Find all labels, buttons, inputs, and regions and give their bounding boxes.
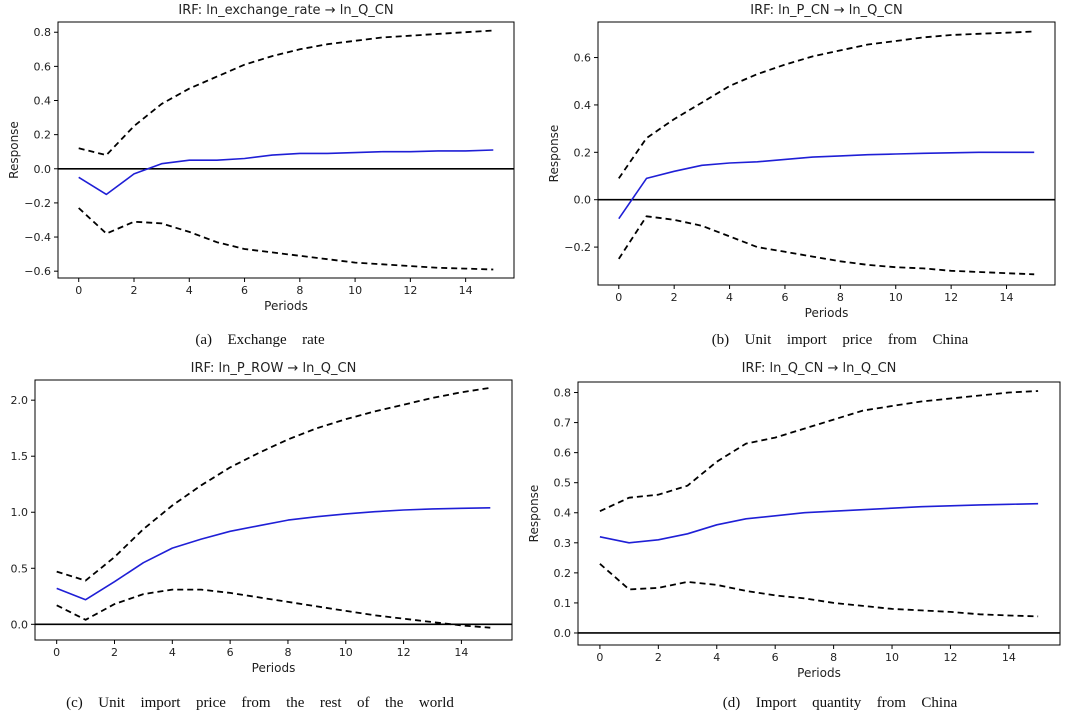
x-tick-label: 0 xyxy=(615,291,622,304)
irf-chart-quantity-china: IRF: ln_Q_CN → ln_Q_CN 0 2 4 6 8 10 12 14 0.0 0.1 0… xyxy=(527,361,1061,680)
y-tick-label: 0.4 xyxy=(554,507,572,520)
y-tick-label: −0.2 xyxy=(24,197,51,210)
x-tick-label: 10 xyxy=(889,291,903,304)
x-tick-label: 6 xyxy=(781,291,788,304)
x-tick-label: 8 xyxy=(837,291,844,304)
series-line-lower xyxy=(78,207,494,271)
x-axis-label: Periods xyxy=(252,661,296,675)
caption-a: (a) Exchange rate xyxy=(195,332,325,348)
irf-chart-exchange-rate: IRF: ln_exchange_rate → ln_Q_CN 0 2 4 6 8 10 12… xyxy=(7,3,515,313)
y-tick-label: 0.3 xyxy=(554,537,572,550)
x-tick-label: 14 xyxy=(1002,651,1016,664)
series-line-response xyxy=(618,151,1035,220)
series-line-upper xyxy=(599,390,1039,513)
caption-b: (b) Unit import price from China xyxy=(711,332,969,348)
x-tick-label: 12 xyxy=(944,291,958,304)
y-tick-label: 0.2 xyxy=(554,567,572,580)
chart-title: IRF: ln_P_CN → ln_Q_CN xyxy=(750,3,902,18)
series-line-upper xyxy=(56,386,491,582)
x-tick-label: 2 xyxy=(111,646,118,659)
plot-frame xyxy=(597,21,1056,286)
y-tick-label: −0.6 xyxy=(24,265,51,278)
series-line-lower xyxy=(599,563,1039,618)
y-tick-label: 0.2 xyxy=(34,129,52,142)
x-tick-label: 14 xyxy=(454,646,468,659)
irf-chart-price-row: IRF: ln_P_ROW → ln_Q_CN 0 2 4 6 8 10 12 14 0.0 0.5… xyxy=(11,361,513,675)
x-tick-label: 4 xyxy=(169,646,176,659)
x-tick-label: 6 xyxy=(241,284,248,297)
x-tick-label: 12 xyxy=(943,651,957,664)
x-tick-label: 12 xyxy=(397,646,411,659)
y-tick-label: 0.6 xyxy=(574,52,592,65)
y-tick-label: 0.5 xyxy=(554,477,572,490)
y-tick-label: −0.2 xyxy=(564,241,591,254)
y-tick-label: 0.0 xyxy=(554,627,572,640)
y-tick-label: 0.0 xyxy=(11,618,29,631)
y-tick-label: 0.6 xyxy=(554,447,572,460)
y-tick-label: 0.4 xyxy=(574,99,592,112)
y-tick-label: −0.4 xyxy=(24,231,51,244)
series-line-response xyxy=(599,502,1039,544)
plot-frame xyxy=(577,381,1061,646)
x-tick-label: 12 xyxy=(403,284,417,297)
x-tick-label: 4 xyxy=(186,284,193,297)
x-tick-label: 10 xyxy=(885,651,899,664)
x-tick-label: 10 xyxy=(348,284,362,297)
x-axis-label: Periods xyxy=(797,666,841,680)
irf-chart-price-china: IRF: ln_P_CN → ln_Q_CN 0 2 4 6 8 10 12 14 −0.2 0.0… xyxy=(547,3,1056,320)
x-tick-label: 2 xyxy=(131,284,138,297)
series-line-lower xyxy=(56,588,491,629)
x-tick-label: 0 xyxy=(53,646,60,659)
x-tick-label: 6 xyxy=(227,646,234,659)
series-line-lower xyxy=(618,215,1035,276)
caption-d: (d) Import quantity from China xyxy=(722,695,958,711)
chart-title: IRF: ln_Q_CN → ln_Q_CN xyxy=(742,361,897,376)
chart-panel-b: IRF: ln_P_CN → ln_Q_CN 0 2 4 6 8 10 12 14 −0.2 0.0… xyxy=(540,0,1079,320)
x-tick-label: 6 xyxy=(772,651,779,664)
x-axis-label: Periods xyxy=(264,299,308,313)
y-tick-label: 0.2 xyxy=(574,146,592,159)
x-tick-label: 2 xyxy=(671,291,678,304)
x-tick-label: 0 xyxy=(75,284,82,297)
y-tick-label: 0.7 xyxy=(554,417,572,430)
series-line-response xyxy=(78,149,494,196)
y-tick-label: 0.1 xyxy=(554,597,572,610)
y-tick-label: 0.8 xyxy=(34,26,52,39)
y-tick-label: 0.8 xyxy=(554,387,572,400)
y-tick-label: 0.0 xyxy=(574,194,592,207)
y-tick-label: 0.4 xyxy=(34,95,52,108)
x-tick-label: 14 xyxy=(1000,291,1014,304)
y-tick-label: 0.0 xyxy=(34,163,52,176)
y-tick-label: 0.6 xyxy=(34,60,52,73)
x-tick-label: 4 xyxy=(713,651,720,664)
x-tick-label: 8 xyxy=(284,646,291,659)
y-tick-label: 0.5 xyxy=(11,562,29,575)
chart-panel-c: IRF: ln_P_ROW → ln_Q_CN 0 2 4 6 8 10 12 14 0.0 0.5… xyxy=(0,360,540,690)
x-tick-label: 2 xyxy=(655,651,662,664)
y-axis-label: Response xyxy=(527,485,541,543)
chart-title: IRF: ln_P_ROW → ln_Q_CN xyxy=(191,361,357,376)
plot-frame xyxy=(34,379,513,641)
x-tick-label: 0 xyxy=(596,651,603,664)
y-axis-label: Response xyxy=(547,125,561,183)
chart-title: IRF: ln_exchange_rate → ln_Q_CN xyxy=(178,3,393,18)
series-line-upper xyxy=(78,29,494,157)
y-tick-label: 2.0 xyxy=(11,394,29,407)
y-tick-label: 1.5 xyxy=(11,450,29,463)
y-axis-label: Response xyxy=(7,121,21,179)
x-tick-label: 8 xyxy=(830,651,837,664)
series-line-response xyxy=(56,507,491,601)
x-tick-label: 10 xyxy=(339,646,353,659)
x-axis-label: Periods xyxy=(805,306,849,320)
x-tick-label: 8 xyxy=(296,284,303,297)
y-tick-label: 1.0 xyxy=(11,506,29,519)
plot-frame xyxy=(57,21,515,279)
chart-panel-d: IRF: ln_Q_CN → ln_Q_CN 0 2 4 6 8 10 12 14 0.0 0.1 0… xyxy=(527,360,1079,690)
x-tick-label: 4 xyxy=(726,291,733,304)
x-tick-label: 14 xyxy=(459,284,473,297)
caption-c: (c) Unit import price from the rest of t… xyxy=(66,695,454,711)
chart-panel-a: IRF: ln_exchange_rate → ln_Q_CN 0 2 4 6 8 10 12… xyxy=(0,0,540,313)
